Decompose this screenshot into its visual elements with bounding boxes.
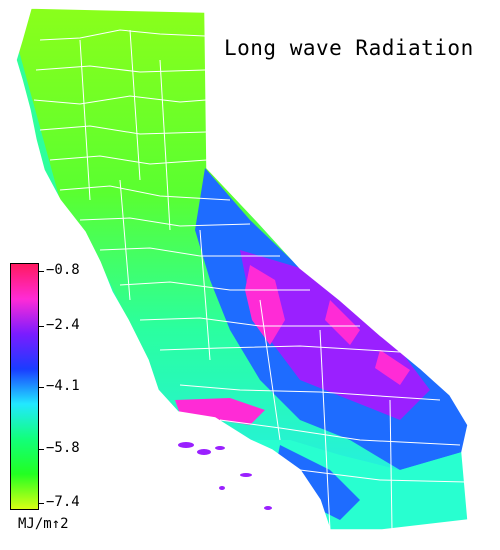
channel-islands <box>178 442 272 510</box>
legend-tick-label: −2.4 <box>46 317 80 333</box>
legend-tick-label: −4.1 <box>46 378 80 394</box>
legend-tick-label: −5.8 <box>46 440 80 456</box>
tick-mark <box>38 326 44 327</box>
legend-tick-label: −0.8 <box>46 262 80 278</box>
legend-unit-label: MJ/m↑2 <box>18 516 69 532</box>
tick-mark <box>38 271 44 272</box>
map-title: Long wave Radiation <box>224 36 474 60</box>
legend-tick-label: −7.4 <box>46 494 80 510</box>
tick-mark <box>38 503 44 504</box>
state-outline <box>15 7 469 531</box>
tick-mark <box>38 387 44 388</box>
tick-mark <box>38 449 44 450</box>
color-scale-bar <box>10 263 39 510</box>
